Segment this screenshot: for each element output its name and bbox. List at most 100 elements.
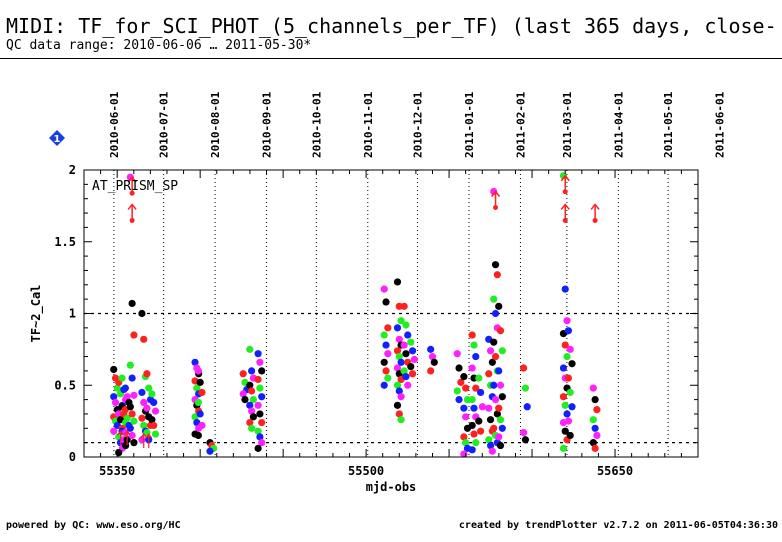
data-point	[254, 427, 262, 435]
data-point	[140, 421, 148, 430]
date-marker-label: 2010-09-01	[261, 91, 274, 158]
data-point	[402, 373, 410, 381]
data-point	[485, 404, 493, 412]
data-range-subtitle: QC data range: 2010-06-06 … 2011-05-30*	[6, 38, 312, 53]
data-point	[470, 341, 478, 349]
data-point	[407, 362, 415, 371]
data-point	[563, 410, 571, 418]
data-point	[475, 374, 483, 382]
date-marker-label: 2010-10-01	[310, 91, 323, 158]
data-point	[561, 401, 569, 409]
data-point	[393, 401, 402, 409]
data-point	[455, 396, 463, 404]
data-point	[561, 341, 569, 349]
outlier-arrow-tail	[562, 217, 568, 223]
data-point	[521, 436, 530, 444]
data-point	[196, 378, 204, 386]
date-marker-label: 2011-02-01	[514, 91, 527, 158]
outlier-arrows	[117, 174, 600, 449]
data-point	[468, 446, 476, 454]
data-point	[486, 416, 495, 424]
outlier-arrow-tail	[129, 190, 135, 196]
data-point	[256, 358, 264, 366]
data-point	[589, 384, 597, 392]
data-point	[593, 431, 601, 440]
y-tick-label: 0	[69, 450, 76, 464]
data-point	[495, 367, 503, 375]
data-point	[404, 331, 412, 339]
data-point	[427, 367, 435, 375]
data-point	[453, 387, 461, 395]
data-point	[115, 410, 123, 418]
data-point	[148, 416, 156, 424]
y-tick-label: 2	[69, 163, 76, 177]
data-point	[400, 302, 408, 310]
data-point	[490, 424, 498, 432]
data-point	[468, 331, 476, 339]
data-point	[123, 393, 131, 401]
data-point	[566, 431, 574, 440]
data-point	[239, 370, 247, 378]
data-point	[130, 331, 138, 339]
data-point	[248, 367, 256, 375]
data-point	[523, 403, 531, 411]
data-point	[430, 358, 438, 366]
data-point	[191, 358, 199, 366]
data-point	[384, 374, 392, 382]
data-point	[239, 390, 247, 398]
data-point	[568, 403, 576, 411]
plot-annotation: AT_PRISM_SP	[92, 179, 178, 194]
data-point	[254, 350, 262, 358]
data-points	[110, 172, 601, 458]
data-point	[402, 350, 410, 358]
data-point	[496, 327, 505, 335]
data-point	[468, 364, 476, 372]
data-point	[397, 416, 405, 424]
data-point	[258, 393, 266, 401]
date-marker-label: 2011-05-01	[662, 91, 675, 158]
data-point	[455, 364, 463, 372]
data-point	[488, 447, 496, 455]
data-point	[196, 410, 204, 418]
data-point	[591, 424, 599, 432]
data-point	[256, 384, 264, 392]
data-point	[128, 410, 136, 418]
info-diamond-icon[interactable]: 1	[49, 130, 65, 146]
data-point	[130, 439, 138, 447]
data-point	[460, 373, 468, 381]
data-point	[491, 396, 500, 404]
data-point	[490, 295, 498, 303]
data-point	[568, 360, 576, 368]
data-point	[496, 441, 505, 450]
data-point	[126, 424, 134, 432]
tf-scatter-chart: 2010-06-01 2010-07-01 2010-08-01 2010-09-01…	[29, 91, 727, 494]
data-point	[491, 309, 500, 318]
outlier-arrow-head	[560, 174, 570, 182]
data-point	[470, 430, 478, 438]
data-point	[428, 352, 437, 361]
data-point	[495, 404, 503, 412]
data-point	[241, 396, 249, 404]
data-point	[402, 321, 410, 329]
date-marker-label: 2011-01-01	[463, 91, 476, 158]
data-point	[491, 352, 500, 361]
data-point	[380, 358, 388, 366]
data-point	[475, 417, 483, 425]
data-point	[427, 345, 435, 353]
x-tick-label: 55650	[597, 464, 633, 478]
data-point	[128, 299, 136, 308]
data-point	[460, 433, 468, 441]
date-marker-label: 2011-06-01	[714, 91, 727, 158]
data-point	[496, 381, 505, 389]
data-point	[254, 401, 262, 409]
data-point	[126, 361, 134, 369]
data-point	[384, 350, 392, 358]
data-point	[472, 352, 480, 361]
data-point	[248, 407, 256, 415]
data-point	[138, 309, 146, 318]
header-divider	[0, 58, 782, 59]
data-point	[193, 384, 201, 392]
badge-label: 1	[54, 134, 61, 145]
data-point	[128, 374, 136, 382]
data-point	[589, 439, 597, 447]
